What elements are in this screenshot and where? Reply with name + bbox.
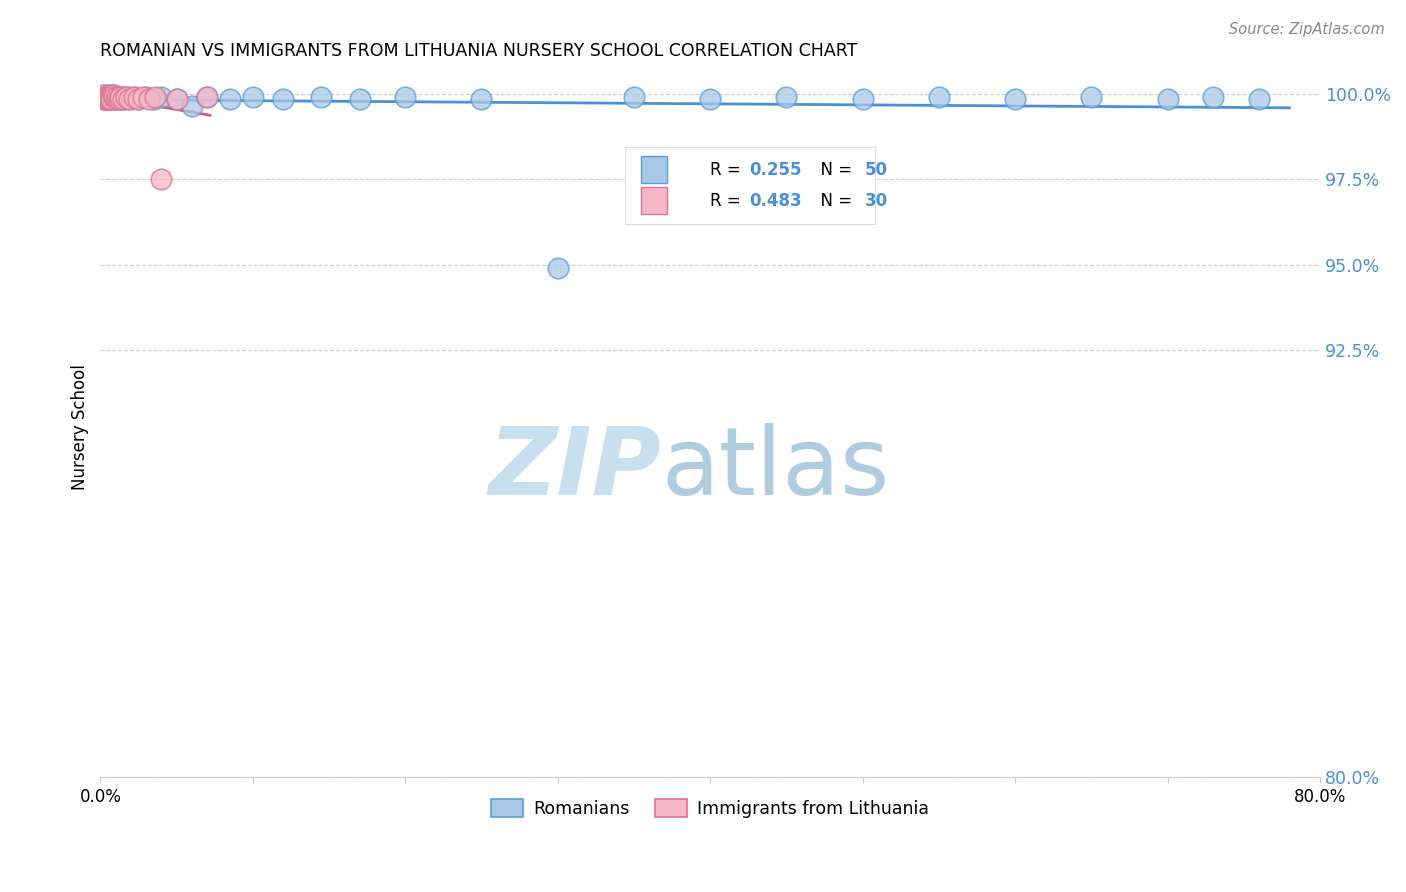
Point [103,88,125,103]
Point [143,90,166,104]
Point [127,92,149,106]
Point [1202,90,1225,104]
Text: Source: ZipAtlas.com: Source: ZipAtlas.com [1229,22,1385,37]
Point [349,92,371,106]
Point [108,90,131,104]
Point [623,90,645,104]
Point [101,90,124,104]
Point [547,260,569,275]
Point [107,92,129,106]
Text: 0.483: 0.483 [749,192,801,210]
Point [135,90,157,104]
Point [103,90,125,104]
Text: ZIP: ZIP [488,423,661,515]
Point [104,92,127,106]
Point [94,88,117,103]
Point [90,90,112,104]
Point [138,92,160,106]
Point [101,88,124,103]
Point [311,90,333,104]
Point [142,92,165,106]
Point [100,90,122,104]
Point [96,92,118,106]
Point [1004,92,1026,106]
Point [107,92,129,106]
Point [104,90,127,104]
Point [127,92,149,106]
Point [98,92,121,106]
Point [122,90,145,104]
Point [96,90,118,104]
Point [103,90,125,104]
Point [97,88,120,103]
Point [93,90,115,104]
Point [150,90,173,104]
Point [98,90,121,104]
Point [97,90,120,104]
Point [118,92,141,106]
Text: 30: 30 [865,192,889,210]
Text: 0.255: 0.255 [749,161,801,178]
Text: R =: R = [710,161,747,178]
Point [105,90,128,104]
Point [699,92,721,106]
Point [93,88,115,103]
Point [394,90,416,104]
Point [100,90,122,104]
Point [1080,90,1102,104]
Point [928,90,950,104]
Text: ROMANIAN VS IMMIGRANTS FROM LITHUANIA NURSERY SCHOOL CORRELATION CHART: ROMANIAN VS IMMIGRANTS FROM LITHUANIA NU… [100,42,858,60]
Point [105,90,128,104]
Point [115,90,138,104]
Point [111,92,134,106]
Point [166,92,188,106]
FancyBboxPatch shape [641,156,668,183]
Point [100,92,122,106]
Point [112,92,135,106]
Point [117,90,139,104]
Point [97,90,120,104]
Point [93,92,115,106]
Point [470,92,492,106]
Text: N =: N = [810,161,858,178]
Point [1156,92,1178,106]
Point [97,92,120,106]
Text: R =: R = [710,192,747,210]
FancyBboxPatch shape [624,146,875,224]
Point [195,90,218,104]
Text: N =: N = [810,192,858,210]
Point [150,172,173,186]
Point [1247,92,1270,106]
Point [112,90,135,104]
Legend: Romanians, Immigrants from Lithuania: Romanians, Immigrants from Lithuania [484,792,936,824]
Point [122,90,145,104]
Point [104,92,127,106]
Point [96,90,118,104]
Point [852,92,875,106]
Y-axis label: Nursery School: Nursery School [72,364,89,490]
Point [114,92,136,106]
Point [775,90,797,104]
FancyBboxPatch shape [641,187,668,214]
Point [94,90,117,104]
Point [94,92,117,106]
Point [219,92,242,106]
Point [271,92,294,106]
Point [180,98,202,112]
Point [108,90,131,104]
Point [98,90,121,104]
Point [166,92,188,106]
Point [132,90,155,104]
Point [101,92,124,106]
Point [98,92,121,106]
Point [242,90,264,104]
Point [195,90,218,104]
Point [120,92,142,106]
Point [96,92,118,106]
Point [100,88,122,103]
Text: 50: 50 [865,161,889,178]
Text: atlas: atlas [661,423,890,515]
